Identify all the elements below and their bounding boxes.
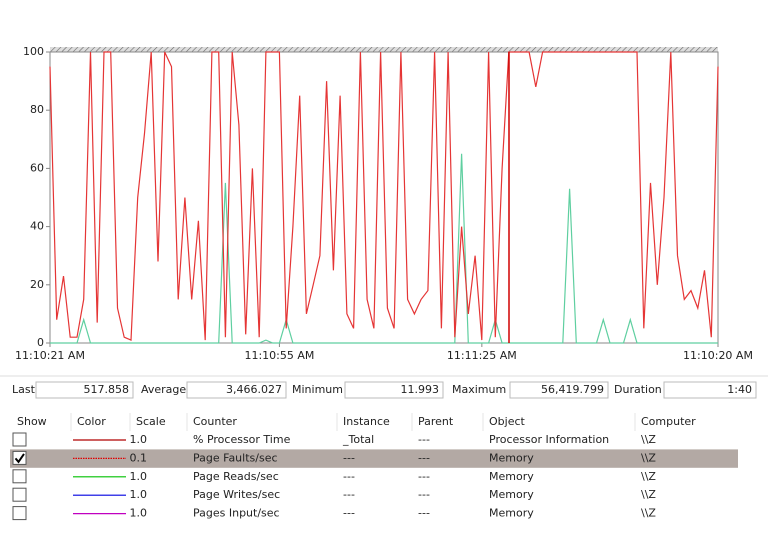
y-tick-label: 80 (30, 103, 44, 116)
x-tick-label: 11:10:55 AM (244, 349, 314, 362)
cell-instance: --- (343, 470, 355, 483)
cell-object: Memory (489, 488, 534, 501)
column-header[interactable]: Counter (193, 415, 237, 428)
y-tick-label: 40 (30, 220, 44, 233)
show-checkbox[interactable] (12, 432, 27, 447)
stat-value: 3,466.027 (226, 383, 282, 396)
stat-value: 517.858 (84, 383, 130, 396)
stat-value: 11.993 (401, 383, 440, 396)
x-tick-label: 11:10:20 AM (683, 349, 753, 362)
cell-instance: --- (343, 507, 355, 520)
y-tick-label: 0 (37, 336, 44, 349)
counter-table: Show Color Scale Counter Instance Parent Objec… (10, 412, 738, 521)
stat-box (35, 381, 134, 399)
column-header[interactable]: Color (77, 415, 106, 428)
stat-value: 56,419.799 (541, 383, 604, 396)
cell-counter: Page Faults/sec (193, 451, 278, 464)
cell-instance: --- (343, 488, 355, 501)
stats-bar: Last 517.858 Average 3,466.027 Minimum 11.993… (12, 381, 757, 399)
cell-parent: --- (418, 433, 430, 446)
cell-counter: % Processor Time (193, 433, 291, 446)
cell-computer: \\Z (641, 433, 656, 446)
scale: 1.0 (130, 507, 148, 520)
plot-layer: 0 20 40 60 80 100 11:10:21 AM 11:10:55 AM 11:11:… (15, 45, 753, 362)
column-header[interactable]: Object (489, 415, 526, 428)
cell-parent: --- (418, 488, 430, 501)
cell-object: Memory (489, 451, 534, 464)
show-checkbox[interactable] (12, 450, 27, 465)
x-tick-label: 11:10:21 AM (15, 349, 85, 362)
y-tick-label: 20 (30, 278, 44, 291)
cell-instance: --- (343, 451, 355, 464)
cell-counter: Page Reads/sec (193, 470, 279, 483)
overflow-band (50, 47, 718, 53)
scale: 0.1 (130, 451, 148, 464)
cell-computer: \\Z (641, 470, 656, 483)
cell-computer: \\Z (641, 451, 656, 464)
stat-label: Minimum (292, 383, 343, 396)
y-tick-label: 60 (30, 161, 44, 174)
scale: 1.0 (130, 433, 148, 446)
series-line (49, 51, 719, 341)
checkmark (14, 453, 25, 464)
cell-computer: \\Z (641, 488, 656, 501)
scale: 1.0 (130, 488, 148, 501)
column-header[interactable]: Instance (343, 415, 390, 428)
stat-box (509, 381, 609, 399)
cell-object: Processor Information (489, 433, 609, 446)
cell-parent: --- (418, 470, 430, 483)
cell-counter: Pages Input/sec (193, 507, 280, 520)
stat-label: Last (12, 383, 36, 396)
stat-box (663, 381, 757, 399)
cell-computer: \\Z (641, 507, 656, 520)
cell-instance: _Total (342, 433, 374, 446)
stat-label: Maximum (452, 383, 506, 396)
cell-parent: --- (418, 507, 430, 520)
show-checkbox[interactable] (12, 469, 27, 484)
stat-label: Duration (614, 383, 662, 396)
x-tick-label: 11:11:25 AM (447, 349, 517, 362)
column-header[interactable]: Show (17, 415, 47, 428)
scale: 1.0 (130, 470, 148, 483)
header-row (10, 412, 738, 432)
stat-value: 1:40 (727, 383, 752, 396)
column-header[interactable]: Scale (136, 415, 166, 428)
selected-row[interactable] (10, 449, 738, 468)
column-header[interactable]: Parent (418, 415, 454, 428)
y-tick-label: 100 (23, 45, 44, 58)
cell-object: Memory (489, 470, 534, 483)
cell-parent: --- (418, 451, 430, 464)
stat-label: Average (141, 383, 186, 396)
cell-object: Memory (489, 507, 534, 520)
stat-box (186, 381, 287, 399)
show-checkbox[interactable] (12, 487, 27, 502)
show-checkbox[interactable] (12, 506, 27, 521)
cell-counter: Page Writes/sec (193, 488, 280, 501)
column-header[interactable]: Computer (641, 415, 696, 428)
series-line (50, 153, 718, 344)
stat-box (344, 381, 444, 399)
